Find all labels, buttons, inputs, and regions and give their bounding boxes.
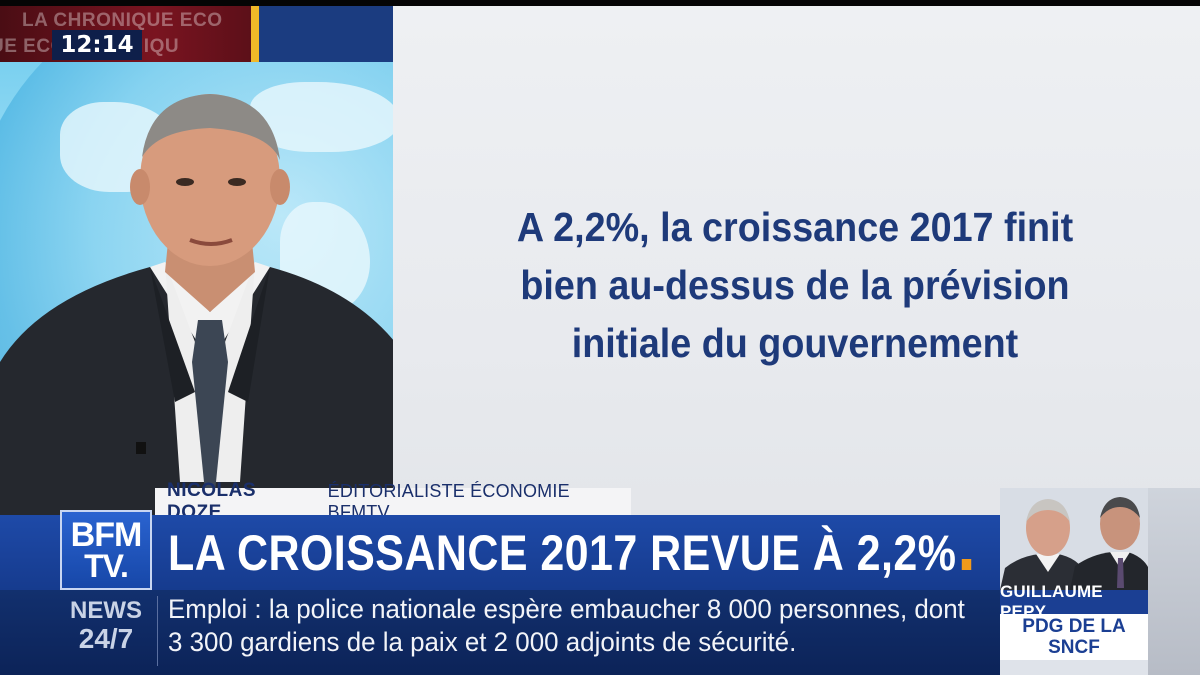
news-ticker bbox=[0, 590, 1000, 675]
guest-photo bbox=[1000, 488, 1150, 590]
guest-role: PDG DE LA SNCF bbox=[1000, 614, 1148, 660]
headline: LA CROISSANCE 2017 REVUE À 2,2% bbox=[168, 525, 971, 581]
top-strip bbox=[0, 0, 1200, 6]
logo-line: BFM bbox=[70, 516, 143, 554]
news-label: 24/7 bbox=[78, 623, 134, 654]
headline-bar bbox=[0, 515, 1000, 590]
panel-line: initiale du gouvernement bbox=[571, 320, 1019, 366]
guest-name: GUILLAUME PEPY bbox=[1000, 582, 1148, 621]
program-tag-text: LA CHRONIQUE ECO bbox=[22, 10, 223, 31]
ticker-divider bbox=[157, 596, 158, 666]
channel-logo: BFM TV. bbox=[60, 510, 152, 590]
presenter-figure bbox=[0, 94, 425, 560]
logo-line: TV. bbox=[84, 548, 129, 584]
headline-dot bbox=[961, 559, 971, 570]
headline-text: LA CROISSANCE 2017 REVUE À 2,2% bbox=[168, 525, 957, 581]
clock: 12:14 bbox=[52, 30, 142, 60]
top-blue-block bbox=[259, 6, 393, 62]
ticker-text: Emploi : la police nationale espère emba… bbox=[168, 593, 965, 659]
panel-statement: A 2,2%, la croissance 2017 finit bien au… bbox=[455, 198, 1136, 372]
presenter-video bbox=[0, 62, 425, 560]
ticker-line: 3 300 gardiens de la paix et 2 000 adjoi… bbox=[168, 627, 797, 657]
panel-line: A 2,2%, la croissance 2017 finit bbox=[516, 204, 1074, 250]
panel-line: bien au-dessus de la prévision bbox=[520, 262, 1070, 308]
name-strip: NICOLAS DOZE ÉDITORIALISTE ÉCONOMIE BFMT… bbox=[155, 480, 631, 523]
news-label: NEWS bbox=[70, 597, 142, 624]
guest-portraits bbox=[1000, 488, 1150, 590]
guest-role-line: SNCF bbox=[1048, 637, 1100, 658]
news-247-label: NEWS 24/7 bbox=[70, 598, 142, 654]
right-edge bbox=[1148, 488, 1200, 675]
guest-role-line: PDG DE LA bbox=[1022, 616, 1126, 637]
tag-accent-bar bbox=[251, 6, 259, 62]
ticker-line: Emploi : la police nationale espère emba… bbox=[168, 594, 965, 624]
